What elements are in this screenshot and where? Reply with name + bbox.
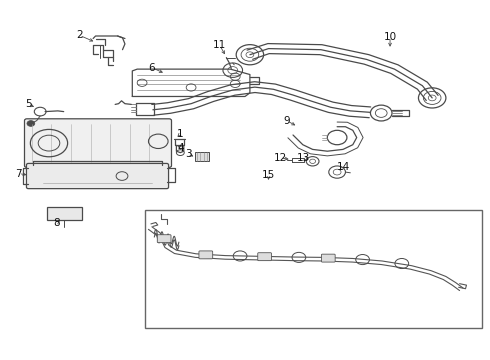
FancyBboxPatch shape <box>47 207 82 220</box>
Text: 1: 1 <box>177 129 184 139</box>
Text: 4: 4 <box>177 143 184 153</box>
Text: 12: 12 <box>273 153 287 163</box>
Text: 6: 6 <box>148 63 155 73</box>
Text: 10: 10 <box>384 32 396 42</box>
Text: 14: 14 <box>336 162 350 172</box>
Text: 11: 11 <box>213 40 226 50</box>
FancyBboxPatch shape <box>195 152 209 161</box>
FancyBboxPatch shape <box>24 119 172 167</box>
Text: 2: 2 <box>76 30 83 40</box>
FancyBboxPatch shape <box>26 163 169 189</box>
FancyBboxPatch shape <box>199 251 213 259</box>
FancyBboxPatch shape <box>157 235 171 243</box>
FancyBboxPatch shape <box>321 254 335 262</box>
Text: 5: 5 <box>25 99 32 109</box>
Text: 15: 15 <box>262 170 275 180</box>
Text: 3: 3 <box>185 149 192 159</box>
Text: 9: 9 <box>283 116 290 126</box>
Text: 13: 13 <box>297 153 311 163</box>
Circle shape <box>27 121 35 126</box>
FancyBboxPatch shape <box>145 210 482 328</box>
FancyBboxPatch shape <box>258 253 271 261</box>
Text: 7: 7 <box>15 168 22 179</box>
Text: 8: 8 <box>53 218 60 228</box>
